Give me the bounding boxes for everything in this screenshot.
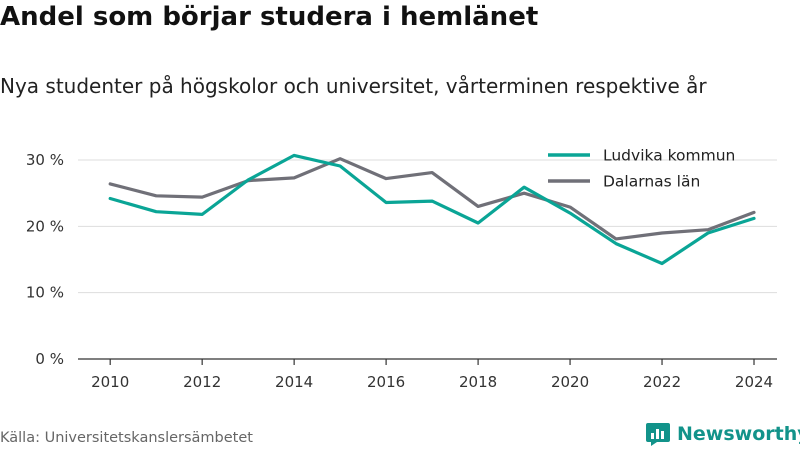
- brand-name: Newsworthy: [677, 423, 800, 445]
- series-line-dalarna: [108, 157, 756, 241]
- x-tick-label: 2024: [735, 373, 773, 391]
- x-tick-label: 2020: [551, 373, 589, 391]
- legend-label: Dalarnas län: [603, 173, 700, 191]
- chart-title: Andel som börjar studera i hemlänet: [0, 2, 539, 32]
- grid-lines: [78, 159, 777, 294]
- source-note: Källa: Universitetskanslersämbetet: [0, 430, 253, 446]
- x-tick-label: 2014: [275, 373, 313, 391]
- legend: Ludvika kommun Dalarnas län: [548, 147, 735, 191]
- legend-label: Ludvika kommun: [603, 147, 735, 165]
- x-tick-label: 2010: [91, 373, 129, 391]
- brand-logo: Newsworthy: [645, 420, 800, 448]
- chart-subtitle: Nya studenter på högskolor och universit…: [0, 74, 707, 98]
- y-tick-label: 0 %: [35, 350, 64, 368]
- x-tick-label: 2018: [459, 373, 497, 391]
- series-lines: [108, 153, 756, 266]
- line-chart: 0 % 10 % 20 % 30 % 2010 2012 2014 2016 2018 2020 2…: [26, 147, 777, 391]
- x-tick-label: 2022: [643, 373, 681, 391]
- newsworthy-logo-icon: [646, 423, 670, 446]
- y-tick-label: 30 %: [26, 151, 64, 169]
- y-tick-label: 20 %: [26, 217, 64, 235]
- x-tick-label: 2012: [183, 373, 221, 391]
- series-line-ludvika: [108, 153, 756, 266]
- y-tick-label: 10 %: [26, 284, 64, 302]
- axes: 0 % 10 % 20 % 30 % 2010 2012 2014 2016 2018 2020 2…: [26, 151, 777, 391]
- x-tick-label: 2016: [367, 373, 405, 391]
